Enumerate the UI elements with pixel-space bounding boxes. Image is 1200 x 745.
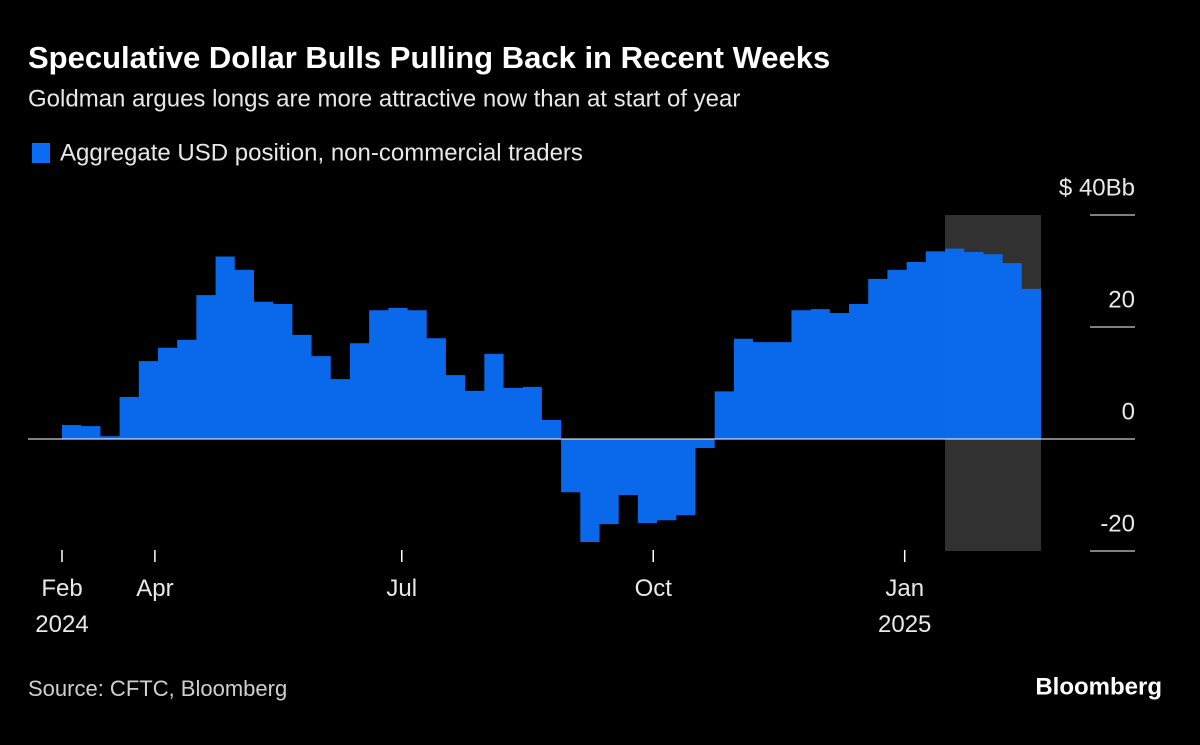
chart-title: Speculative Dollar Bulls Pulling Back in… — [28, 40, 830, 75]
source: Source: CFTC, Bloomberg — [28, 676, 287, 701]
y-tick-label: 20 — [1108, 286, 1135, 313]
x-tick-label: Apr — [136, 575, 173, 602]
legend-label: Aggregate USD position, non-commercial t… — [60, 139, 583, 166]
chart-subtitle: Goldman argues longs are more attractive… — [28, 85, 740, 112]
y-tick-label: 0 — [1122, 398, 1135, 425]
area — [62, 248, 1041, 543]
legend-swatch — [32, 143, 50, 163]
y-tick-label: $ 40Bb — [1059, 174, 1135, 201]
x-tick-label: Jul — [386, 575, 417, 602]
y-tick-label: -20 — [1100, 510, 1135, 537]
x-tick-label: Jan 2025 — [878, 575, 931, 638]
brand: Bloomberg — [1035, 673, 1162, 700]
x-tick-label: Feb 2024 — [35, 575, 88, 638]
x-tick-label: Oct — [635, 575, 673, 602]
